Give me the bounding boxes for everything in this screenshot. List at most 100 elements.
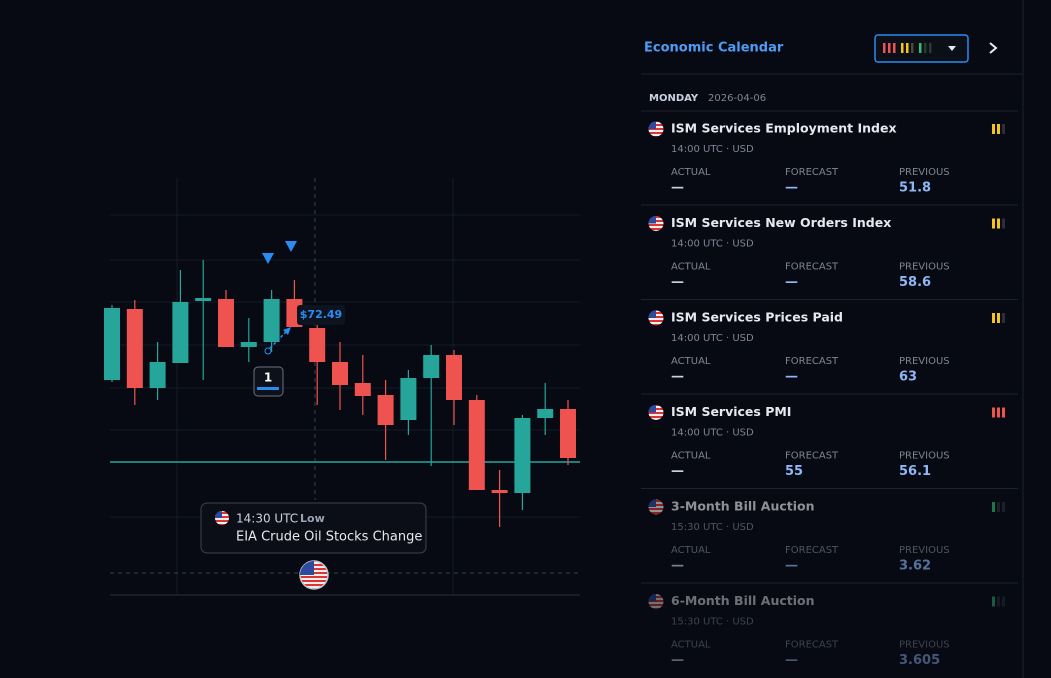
impact-bar — [992, 124, 995, 134]
column-label: ACTUAL — [671, 545, 711, 556]
event-previous: 51.8 — [899, 181, 931, 196]
impact-bar — [997, 502, 1000, 512]
candle-body — [560, 409, 576, 458]
column-label: PREVIOUS — [899, 545, 950, 556]
calendar-title: Economic Calendar — [644, 41, 784, 56]
event-actual: — — [671, 181, 684, 196]
candle-body — [491, 490, 508, 493]
filter-bar — [911, 43, 914, 53]
impact-bar — [1002, 124, 1005, 134]
impact-bar — [997, 596, 1000, 607]
event-row[interactable]: 6-Month Bill Auction 15:30 UTC · USD ACTUA… — [648, 593, 1006, 668]
candle-body — [354, 383, 371, 396]
column-label: ACTUAL — [671, 451, 711, 462]
event-time: 14:00 UTC · USD — [671, 333, 754, 344]
event-actual: — — [671, 370, 684, 385]
column-label: FORECAST — [785, 451, 839, 462]
candle-body — [332, 362, 348, 385]
event-previous: 56.1 — [899, 464, 931, 479]
column-label: ACTUAL — [671, 262, 711, 273]
event-actual: — — [671, 464, 684, 479]
flag-canton — [648, 121, 656, 129]
column-label: FORECAST — [785, 356, 839, 367]
tooltip-impact: Low — [300, 512, 325, 525]
impact-bar — [1002, 407, 1005, 418]
filter-bar — [893, 43, 896, 53]
column-label: FORECAST — [785, 545, 839, 556]
event-name: ISM Services Prices Paid — [671, 310, 843, 325]
column-label: PREVIOUS — [899, 356, 950, 367]
candle-body — [446, 355, 462, 400]
flag-canton — [648, 310, 656, 318]
event-time: 15:30 UTC · USD — [671, 617, 754, 628]
candle-body — [218, 299, 234, 347]
event-row[interactable]: ISM Services PMI 14:00 UTC · USD ACTUAL — FO… — [648, 404, 1006, 479]
event-previous: 58.6 — [899, 275, 931, 290]
trade-point — [264, 347, 272, 355]
signal-arrow — [262, 253, 274, 264]
date-label: 2026-04-06 — [708, 93, 766, 104]
event-previous: 3.62 — [899, 559, 931, 574]
flag-canton — [215, 511, 222, 518]
event-forecast: — — [785, 370, 798, 385]
candle-body — [240, 342, 257, 347]
impact-bar — [997, 218, 1000, 229]
event-row[interactable]: 3-Month Bill Auction 15:30 UTC · USD ACTUA… — [648, 499, 1006, 574]
column-label: PREVIOUS — [899, 451, 950, 462]
event-actual: — — [671, 559, 684, 574]
flag-canton — [648, 499, 656, 507]
impact-bar — [997, 313, 1000, 323]
event-forecast: 55 — [785, 464, 803, 479]
flag — [648, 594, 664, 609]
column-label: PREVIOUS — [899, 262, 950, 273]
impact-bar — [1002, 313, 1005, 323]
flag-canton — [648, 216, 656, 224]
event-name: 6-Month Bill Auction — [671, 593, 815, 608]
impact-bar — [992, 596, 995, 607]
impact-bar — [992, 407, 995, 418]
event-time: 15:30 UTC · USD — [671, 522, 754, 533]
column-label: ACTUAL — [671, 167, 711, 178]
column-label: FORECAST — [785, 167, 839, 178]
event-forecast: — — [785, 181, 798, 196]
filter-bar — [924, 43, 927, 53]
impact-bar — [1002, 596, 1005, 607]
filter-bar — [929, 43, 932, 53]
event-row[interactable]: ISM Services Employment Index 14:00 UTC ·… — [648, 121, 1006, 196]
candle-body — [149, 362, 166, 388]
impact-bar — [1002, 502, 1005, 512]
event-row[interactable]: ISM Services Prices Paid 14:00 UTC · USD A… — [648, 310, 1006, 385]
trade-line — [269, 329, 289, 349]
tooltip-name: EIA Crude Oil Stocks Change — [236, 530, 422, 545]
event-row[interactable]: ISM Services New Orders Index 14:00 UTC ·… — [648, 215, 1006, 290]
candle-body — [309, 328, 326, 362]
event-tooltip — [200, 502, 427, 554]
column-label: ACTUAL — [671, 356, 711, 367]
candle-body — [537, 409, 554, 418]
event-name: ISM Services PMI — [671, 404, 791, 419]
badge-bar — [257, 387, 279, 390]
candle-body — [468, 400, 485, 490]
price-tag — [297, 305, 345, 325]
column-label: FORECAST — [785, 262, 839, 273]
tooltip-time: 14:30 UTC — [236, 512, 298, 526]
next-button[interactable] — [989, 42, 998, 54]
flag-canton — [648, 405, 656, 413]
filter-bar — [919, 43, 922, 53]
event-time: 14:00 UTC · USD — [671, 239, 754, 250]
filter-bars — [883, 43, 956, 53]
badge-label: 1 — [264, 371, 272, 385]
event-previous: 3.605 — [899, 653, 940, 668]
impact-bar — [997, 124, 1000, 134]
chart — [104, 178, 580, 596]
trade-arrowhead — [283, 327, 291, 335]
candle-body — [172, 302, 189, 363]
filter-bar — [901, 43, 904, 53]
event-actual: — — [671, 275, 684, 290]
event-actual: — — [671, 653, 684, 668]
event-name: 3-Month Bill Auction — [671, 499, 815, 514]
candle-body — [514, 418, 531, 493]
candle-body — [263, 299, 280, 342]
candle-body — [195, 298, 212, 301]
overlay: $72.49 1 14:30 UTC Low EIA Crude Oil Sto… — [200, 241, 427, 590]
